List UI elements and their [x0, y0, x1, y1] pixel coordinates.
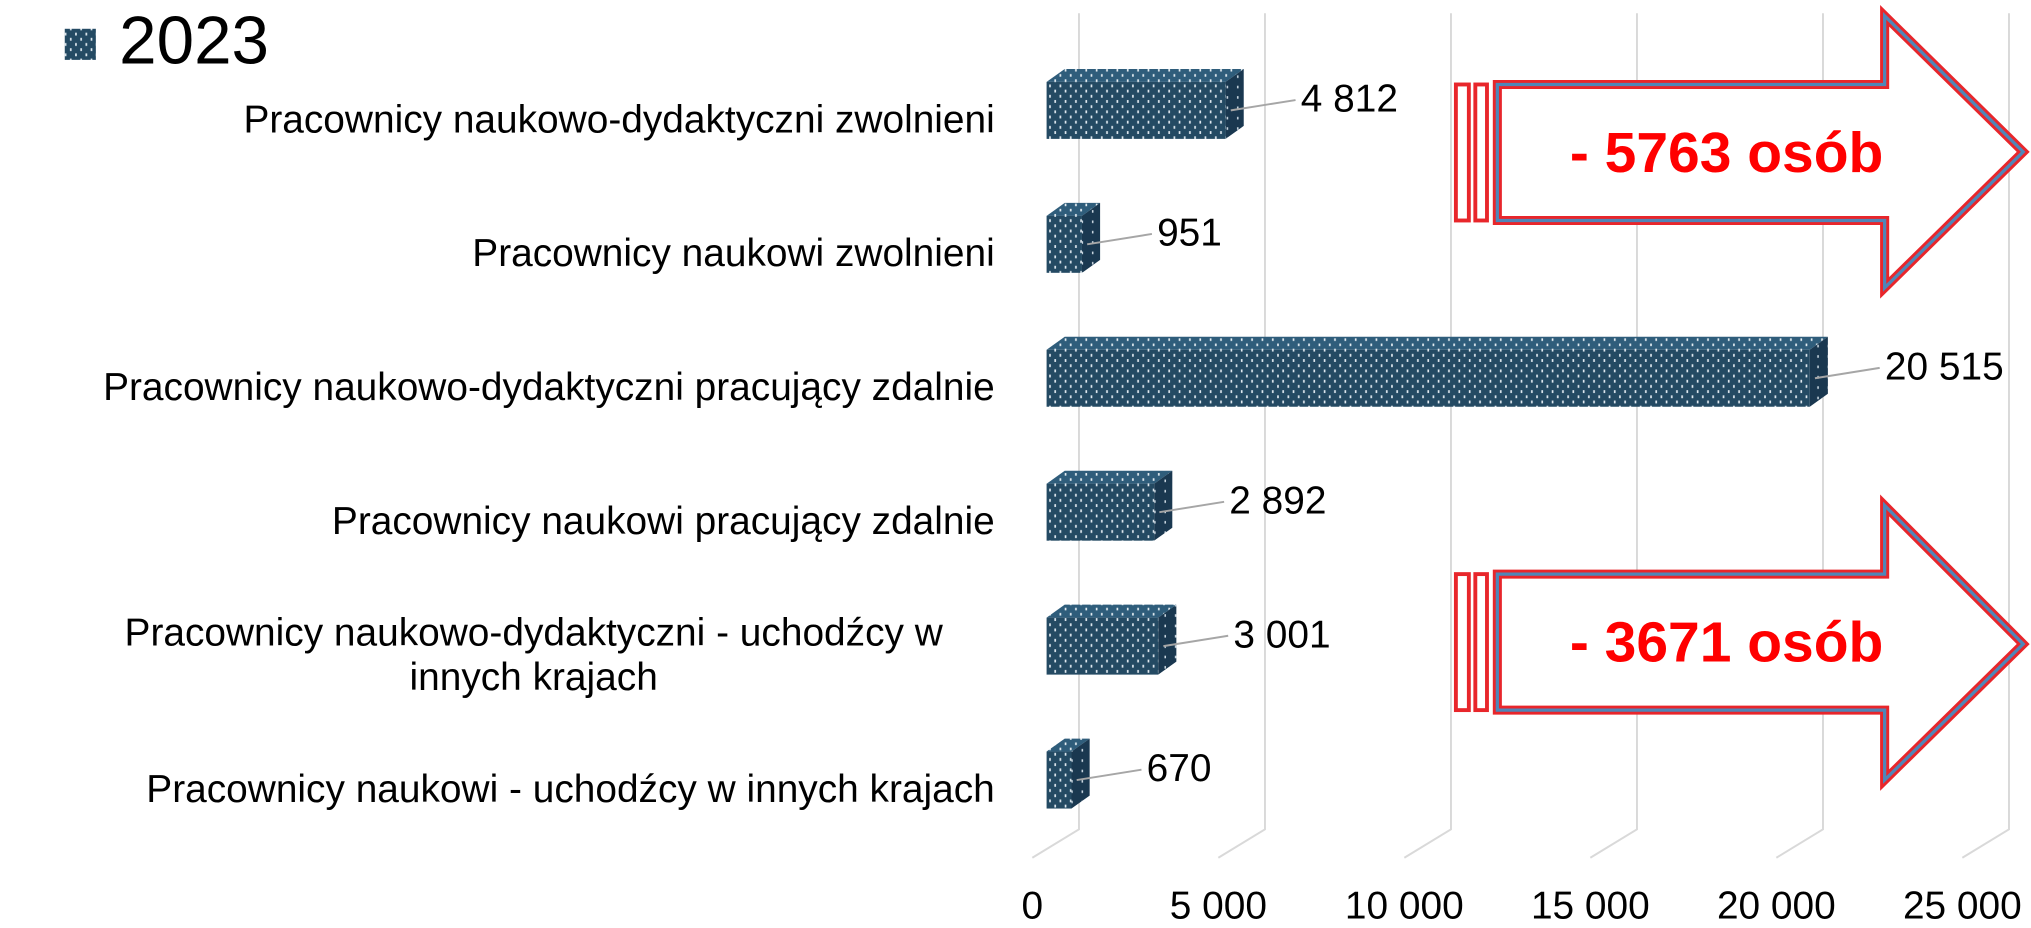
- leader-line: [1163, 634, 1229, 648]
- y-tick-label: Pracownicy naukowi - uchodźcy w innych k…: [146, 768, 994, 811]
- x-tick-label: 10 000: [1345, 885, 1464, 928]
- legend-swatch: [64, 28, 96, 60]
- bar-side: [1154, 470, 1173, 541]
- value-label: 4 812: [1301, 78, 1398, 121]
- bar-top: [1046, 202, 1101, 216]
- bar: [1046, 336, 1828, 407]
- bar-top: [1046, 336, 1828, 350]
- leader-line: [1814, 366, 1880, 380]
- bar-top: [1046, 604, 1177, 618]
- bar: [1046, 202, 1101, 273]
- leader-line: [1086, 232, 1153, 246]
- y-tick-label: Pracownicy naukowo-dydaktyczni zwolnieni: [243, 98, 994, 141]
- y-tick-label: Pracownicy naukowo-dydaktyczni pracujący…: [103, 366, 995, 409]
- bar-side: [1809, 336, 1828, 407]
- bar-top: [1046, 68, 1244, 82]
- bar-front: [1046, 751, 1072, 809]
- bar-side: [1081, 202, 1101, 273]
- grid-line: [1961, 13, 2010, 859]
- bar-front: [1046, 349, 1810, 407]
- bars: [1046, 68, 1828, 809]
- y-tick-label: Pracownicy naukowo-dydaktyczni - uchodźc…: [125, 612, 944, 699]
- legend-label: 2023: [119, 3, 269, 78]
- grid-line: [1217, 13, 1266, 859]
- bar-front: [1046, 483, 1155, 541]
- grid: [1031, 13, 2010, 859]
- y-tick-label: Pracownicy naukowi pracujący zdalnie: [332, 500, 995, 543]
- grid-line: [1031, 13, 1080, 859]
- bar-side: [1225, 68, 1244, 139]
- bar: [1046, 604, 1177, 675]
- bar: [1046, 738, 1090, 809]
- annotation: - 3671 osób: [1570, 611, 1884, 675]
- grid-line: [1403, 13, 1452, 859]
- leader-line: [1159, 500, 1225, 514]
- leader-line: [1076, 768, 1142, 782]
- bar-side: [1158, 604, 1177, 675]
- bar-side: [1071, 738, 1090, 809]
- bar-top: [1046, 738, 1090, 752]
- value-label: 3 001: [1233, 613, 1330, 656]
- bar-front: [1046, 215, 1082, 273]
- x-tick-label: 0: [1022, 885, 1044, 928]
- value-label: 2 892: [1229, 479, 1326, 522]
- x-tick-label: 15 000: [1531, 885, 1650, 928]
- bar: [1046, 68, 1244, 139]
- x-tick-label: 5 000: [1170, 885, 1267, 928]
- x-tick-label: 25 000: [1903, 885, 2022, 928]
- x-tick-label: 20 000: [1717, 885, 1836, 928]
- arrow-top: [1453, 5, 2030, 299]
- bar-top: [1046, 470, 1173, 484]
- bar: [1046, 470, 1173, 541]
- bar-front: [1046, 617, 1159, 675]
- y-tick-label: Pracownicy naukowi zwolnieni: [472, 232, 994, 275]
- arrow-bottom: [1453, 494, 2030, 791]
- value-label: 951: [1157, 212, 1222, 255]
- grid-line: [1775, 13, 1824, 859]
- grid-line: [1589, 13, 1638, 859]
- annotation: - 5763 osób: [1570, 121, 1884, 185]
- leader-line: [1230, 99, 1296, 112]
- value-label: 20 515: [1885, 345, 2004, 388]
- value-label: 670: [1147, 747, 1212, 790]
- bar-front: [1046, 81, 1226, 139]
